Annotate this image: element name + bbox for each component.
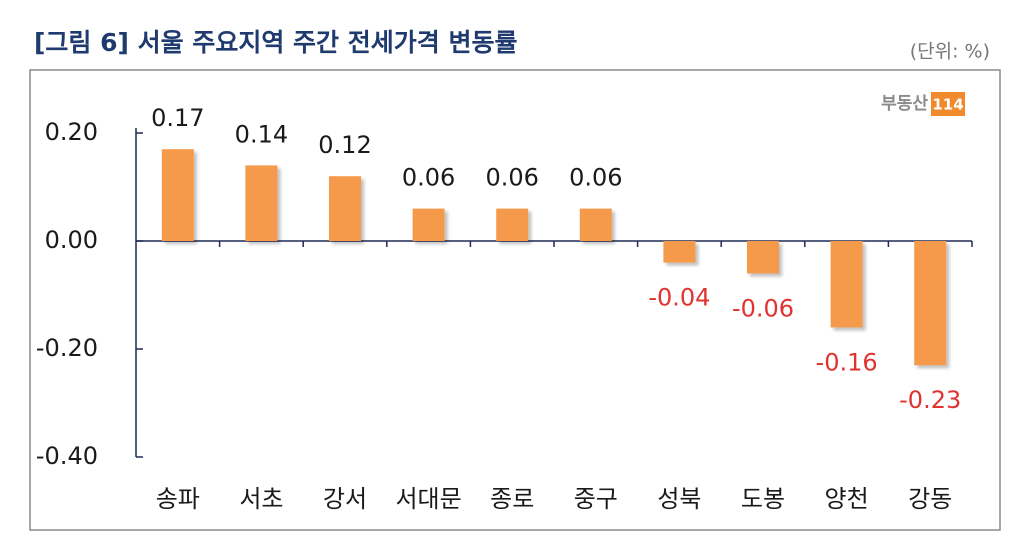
bar [496,208,529,241]
y-tick-label: -0.20 [36,334,98,362]
value-label: -0.06 [732,294,794,322]
x-tick-label: 서대문 [395,485,461,513]
bar [747,241,779,274]
bar [663,241,696,263]
bar [579,208,612,241]
y-tick-label: -0.40 [36,442,98,470]
bar [914,241,947,366]
value-label: 0.12 [318,131,371,159]
x-tick-label: 강서 [323,485,367,513]
x-tick-label: 양천 [825,485,869,513]
value-label: 0.17 [151,104,204,132]
chart-title: [그림 6] 서울 주요지역 주간 전세가격 변동률 [34,28,517,57]
y-tick-label: 0.00 [45,226,98,254]
value-label: -0.23 [899,386,961,414]
value-label: -0.04 [648,284,710,312]
x-tick-label: 성북 [657,485,701,513]
bar [329,176,361,241]
x-tick-label: 송파 [156,485,200,513]
x-tick-label: 종로 [490,485,534,513]
value-label: -0.16 [816,348,878,376]
chart-frame [29,69,1001,531]
value-label: 0.06 [569,164,622,192]
unit-note: (단위: %) [910,41,990,63]
x-tick-label: 도봉 [741,485,785,513]
x-tick-label: 서초 [239,485,283,513]
logo-badge-bg [931,92,965,116]
value-label: 0.14 [235,120,288,148]
bar [161,149,194,241]
value-label: 0.06 [485,164,538,192]
y-tick-label: 0.20 [45,118,98,146]
x-tick-label: 강동 [908,485,952,513]
source-logo: 부동산 [881,94,928,114]
bar [830,241,863,328]
source-logo-badge: 114 [932,96,963,114]
value-label: 0.06 [402,164,455,192]
bar [245,165,278,241]
bar [412,208,445,241]
x-tick-label: 중구 [574,485,618,513]
